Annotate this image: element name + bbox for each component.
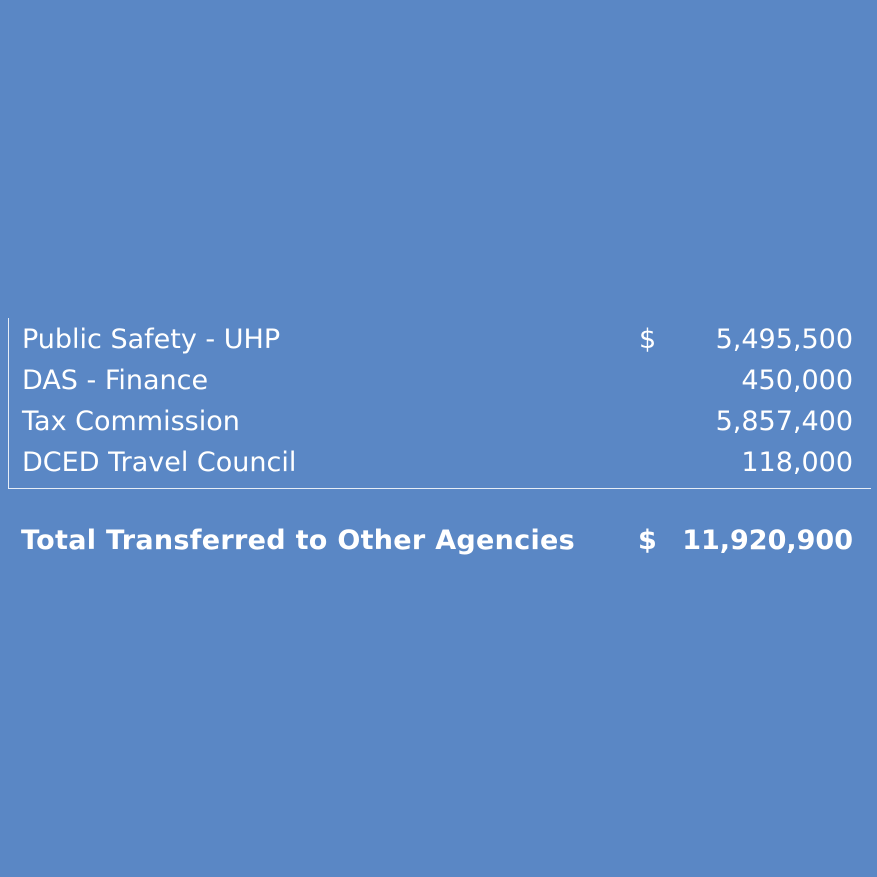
currency-symbol: $: [639, 324, 657, 355]
table-row: Public Safety - UHP $ 5,495,500: [9, 319, 871, 360]
table-row: DCED Travel Council 118,000: [9, 442, 871, 483]
row-amount: 5,857,400: [715, 406, 853, 437]
table-row: Tax Commission 5,857,400: [9, 401, 871, 442]
row-label: Tax Commission: [22, 406, 240, 437]
table-row: DAS - Finance 450,000: [9, 360, 871, 401]
row-label: Public Safety - UHP: [22, 324, 281, 355]
total-amount: 11,920,900: [682, 525, 853, 556]
row-amount: 450,000: [741, 365, 853, 396]
row-label: DCED Travel Council: [22, 447, 297, 478]
transfer-rows: Public Safety - UHP $ 5,495,500 DAS - Fi…: [8, 318, 871, 489]
row-amount: 118,000: [741, 447, 853, 478]
total-row: Total Transferred to Other Agencies $ 11…: [8, 519, 871, 563]
row-label: DAS - Finance: [22, 365, 209, 396]
total-currency-symbol: $: [638, 525, 657, 556]
transfer-table: Public Safety - UHP $ 5,495,500 DAS - Fi…: [8, 318, 871, 489]
total-label: Total Transferred to Other Agencies: [21, 525, 576, 556]
row-amount: 5,495,500: [715, 324, 853, 355]
